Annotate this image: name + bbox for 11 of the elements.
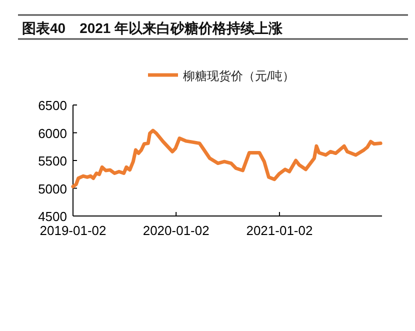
x-tick-label: 2021-01-02	[246, 223, 313, 238]
y-tick-label: 5500	[38, 154, 67, 168]
y-tick-label: 4500	[38, 209, 67, 224]
y-tick-label: 6500	[38, 98, 67, 113]
y-tick-label: 5000	[38, 181, 67, 196]
line-series	[71, 128, 382, 188]
chart-title: 图表40 2021 年以来白砂糖价格持续上涨	[22, 20, 284, 36]
x-tick-label: 2020-01-02	[142, 223, 210, 238]
legend-label: 柳糖现货价（元/吨）	[183, 69, 294, 83]
y-tick-label: 6000	[38, 126, 67, 141]
x-tick-label: 2019-01-02	[40, 223, 106, 238]
